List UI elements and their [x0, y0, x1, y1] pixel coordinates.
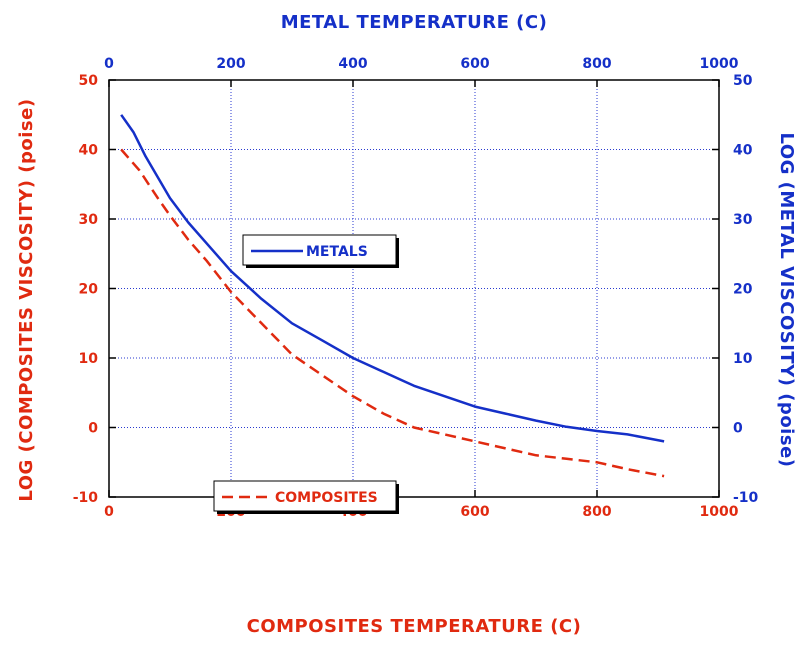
legend-composites: COMPOSITES — [214, 481, 399, 514]
left-axis-title: LOG (COMPOSITES VISCOSITY) (poise) — [16, 98, 37, 501]
top-tick-label: 400 — [338, 56, 367, 72]
top-tick-label: 200 — [216, 56, 245, 72]
left-tick-label: 0 — [88, 421, 98, 437]
left-tick-label: 10 — [79, 351, 99, 367]
left-tick-label: 20 — [79, 282, 99, 298]
right-tick-label: 10 — [733, 351, 753, 367]
top-tick-label: 600 — [460, 56, 489, 72]
right-tick-label: 0 — [733, 421, 743, 437]
right-axis-title: LOG (METAL VISCOSITY) (poise) — [776, 132, 797, 467]
right-tick-label: -10 — [733, 490, 759, 506]
right-tick-label: 50 — [733, 73, 753, 89]
bottom-tick-label: 800 — [582, 504, 611, 520]
bottom-tick-label: 600 — [460, 504, 489, 520]
right-tick-label: 20 — [733, 282, 753, 298]
bottom-tick-label: 1000 — [700, 504, 739, 520]
left-tick-label: 30 — [79, 212, 99, 228]
top-tick-label: 0 — [104, 56, 114, 72]
right-tick-label: 30 — [733, 212, 753, 228]
right-tick-label: 40 — [733, 143, 753, 159]
legend-metals-label: METALS — [306, 244, 368, 260]
top-tick-label: 800 — [582, 56, 611, 72]
top-tick-label: 1000 — [700, 56, 739, 72]
left-tick-label: 40 — [79, 143, 99, 159]
bottom-tick-label: 0 — [104, 504, 114, 520]
left-tick-label: 50 — [79, 73, 99, 89]
bottom-axis-title: COMPOSITES TEMPERATURE (C) — [247, 616, 582, 637]
legend-metals: METALS — [243, 235, 399, 268]
top-axis-title: METAL TEMPERATURE (C) — [281, 12, 548, 33]
left-tick-label: -10 — [73, 490, 99, 506]
legend-composites-label: COMPOSITES — [275, 490, 378, 506]
